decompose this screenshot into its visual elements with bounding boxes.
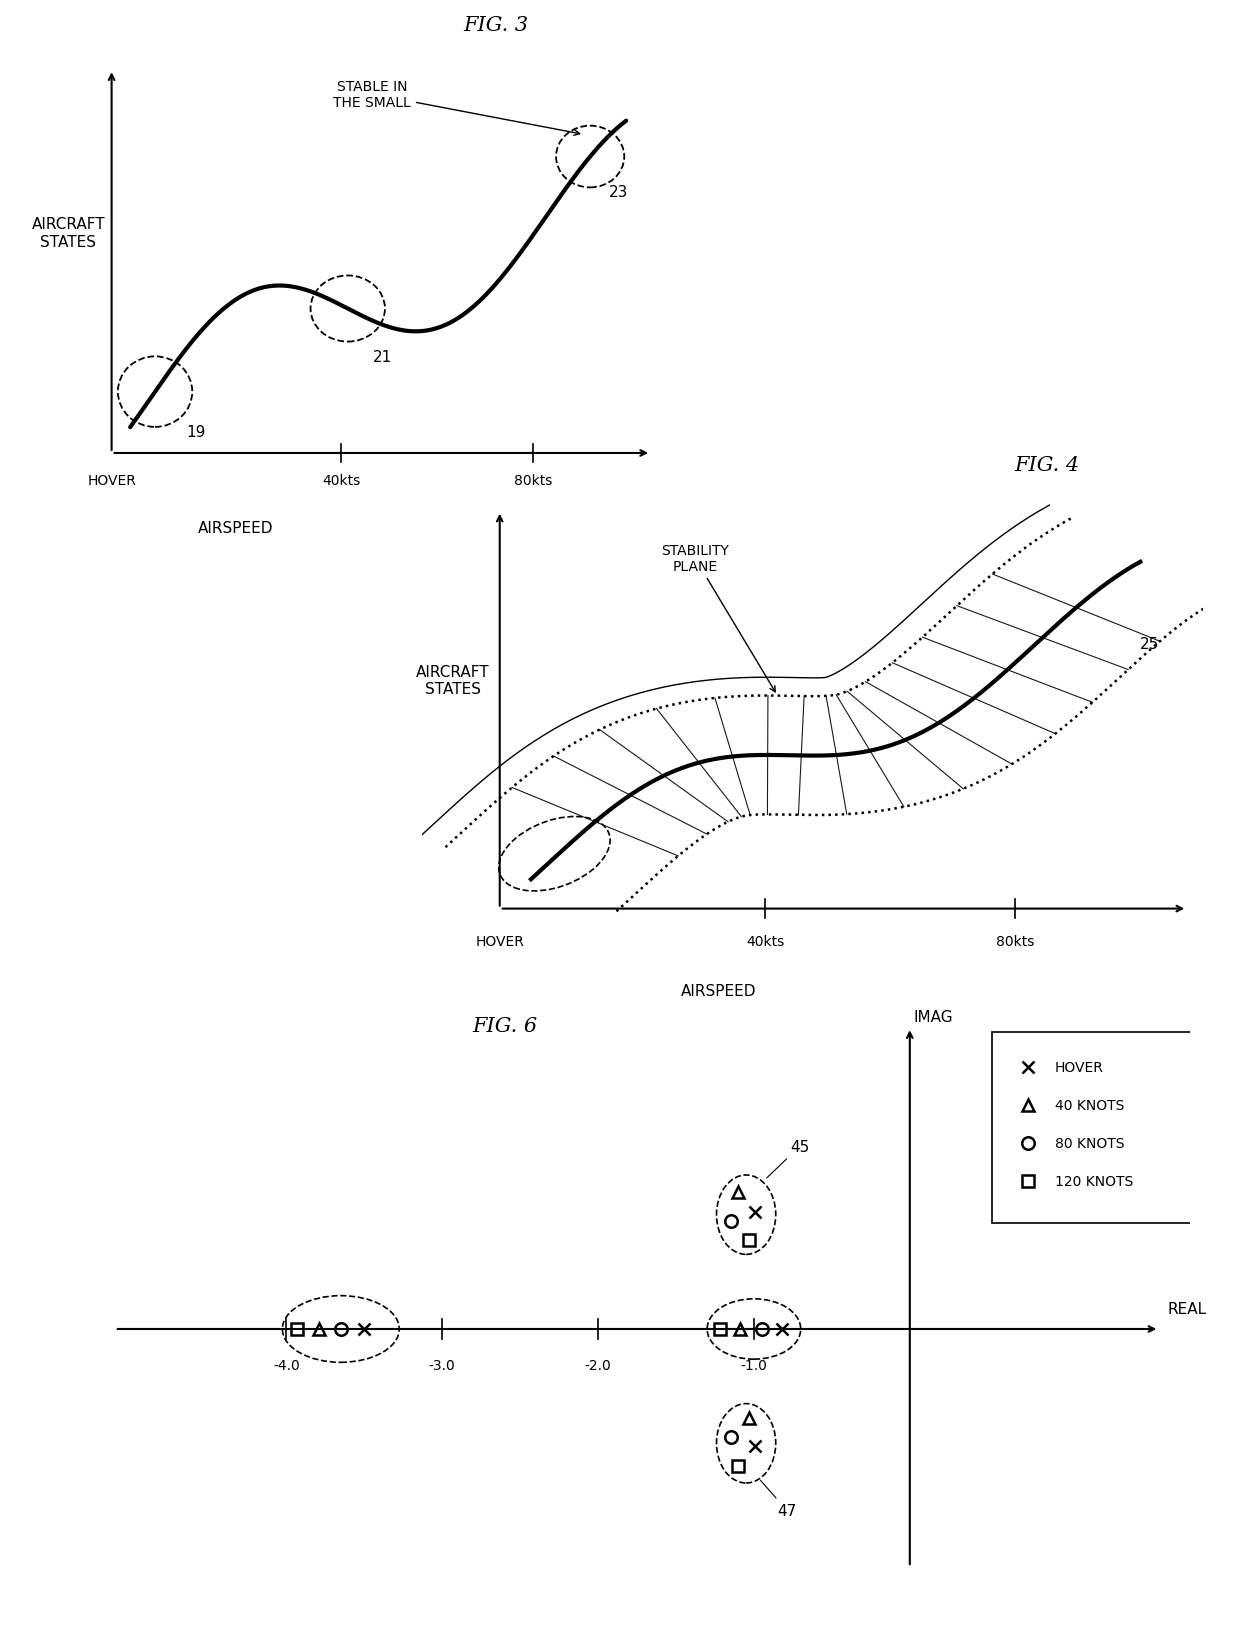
Text: AIRCRAFT
STATES: AIRCRAFT STATES xyxy=(31,217,105,250)
Text: 80 KNOTS: 80 KNOTS xyxy=(1055,1136,1125,1151)
Text: 23: 23 xyxy=(609,184,629,201)
Text: FIG. 4: FIG. 4 xyxy=(1014,455,1079,475)
Text: 120 KNOTS: 120 KNOTS xyxy=(1055,1175,1133,1188)
Text: -2.0: -2.0 xyxy=(584,1358,611,1373)
Text: STABILITY
PLANE: STABILITY PLANE xyxy=(661,543,775,692)
Text: REAL: REAL xyxy=(1167,1301,1207,1317)
Text: AIRCRAFT
STATES: AIRCRAFT STATES xyxy=(417,664,490,697)
Text: 80kts: 80kts xyxy=(515,473,552,488)
Text: FIG. 3: FIG. 3 xyxy=(464,16,528,34)
Text: 40kts: 40kts xyxy=(322,473,360,488)
Text: IMAG: IMAG xyxy=(914,1010,954,1025)
Text: HOVER: HOVER xyxy=(1055,1061,1104,1074)
Text: 40 KNOTS: 40 KNOTS xyxy=(1055,1098,1125,1113)
Text: AIRSPEED: AIRSPEED xyxy=(198,521,273,535)
Text: 19: 19 xyxy=(186,424,206,439)
Text: -3.0: -3.0 xyxy=(429,1358,455,1373)
Text: -4.0: -4.0 xyxy=(273,1358,300,1373)
Text: FIG. 6: FIG. 6 xyxy=(472,1015,537,1035)
Text: HOVER: HOVER xyxy=(475,935,525,948)
Text: 80kts: 80kts xyxy=(996,935,1034,948)
FancyBboxPatch shape xyxy=(992,1033,1240,1222)
Text: AIRSPEED: AIRSPEED xyxy=(681,984,756,999)
Text: HOVER: HOVER xyxy=(87,473,136,488)
Text: 47: 47 xyxy=(760,1480,796,1518)
Text: STABLE IN
THE SMALL: STABLE IN THE SMALL xyxy=(334,80,579,135)
Text: 21: 21 xyxy=(372,351,392,366)
Text: 45: 45 xyxy=(766,1139,808,1178)
Text: 25: 25 xyxy=(1141,636,1159,651)
Text: 40kts: 40kts xyxy=(746,935,785,948)
Text: -1.0: -1.0 xyxy=(740,1358,768,1373)
